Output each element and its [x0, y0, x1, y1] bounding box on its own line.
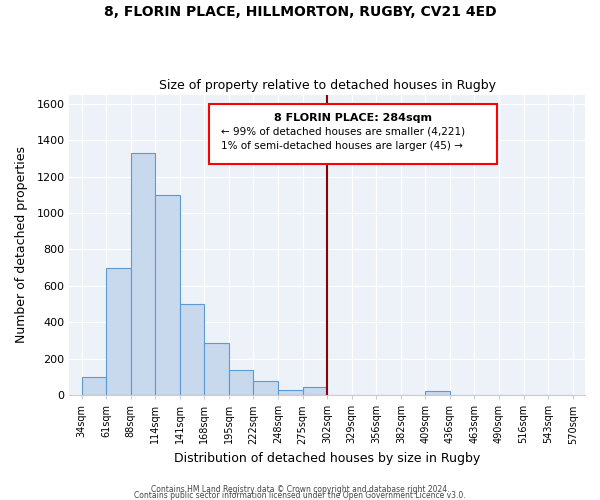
- Bar: [155, 194, 180, 395]
- Bar: [229, 370, 253, 395]
- Text: 8, FLORIN PLACE, HILLMORTON, RUGBY, CV21 4ED: 8, FLORIN PLACE, HILLMORTON, RUGBY, CV21…: [104, 5, 496, 19]
- Bar: [131, 153, 155, 395]
- Text: ← 99% of detached houses are smaller (4,221): ← 99% of detached houses are smaller (4,…: [221, 126, 466, 136]
- Text: Contains HM Land Registry data © Crown copyright and database right 2024.: Contains HM Land Registry data © Crown c…: [151, 484, 449, 494]
- FancyBboxPatch shape: [209, 104, 497, 164]
- Text: Contains public sector information licensed under the Open Government Licence v3: Contains public sector information licen…: [134, 490, 466, 500]
- Bar: [82, 377, 106, 395]
- Bar: [278, 390, 302, 395]
- Bar: [253, 380, 278, 395]
- Text: 8 FLORIN PLACE: 284sqm: 8 FLORIN PLACE: 284sqm: [274, 112, 432, 122]
- X-axis label: Distribution of detached houses by size in Rugby: Distribution of detached houses by size …: [174, 452, 480, 465]
- Title: Size of property relative to detached houses in Rugby: Size of property relative to detached ho…: [158, 79, 496, 92]
- Text: 1% of semi-detached houses are larger (45) →: 1% of semi-detached houses are larger (4…: [221, 141, 463, 151]
- Bar: [425, 392, 450, 395]
- Bar: [302, 387, 327, 395]
- Bar: [180, 304, 205, 395]
- Bar: [106, 268, 131, 395]
- Y-axis label: Number of detached properties: Number of detached properties: [15, 146, 28, 344]
- Bar: [205, 343, 229, 395]
